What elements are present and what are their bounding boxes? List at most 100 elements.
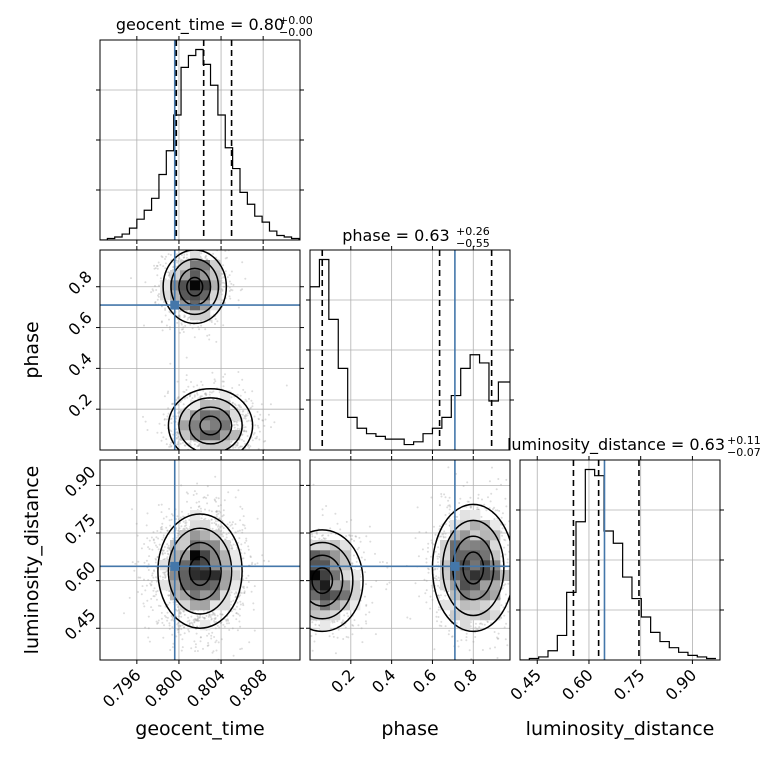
scatter-point [211,522,213,524]
scatter-point [167,392,169,394]
scatter-point [136,523,138,525]
scatter-point [144,589,146,591]
scatter-point [177,443,179,445]
scatter-point [159,544,161,546]
scatter-point [226,537,228,539]
scatter-point [187,493,189,495]
scatter-point [178,257,180,259]
scatter-point [162,572,164,574]
scatter-point [236,445,238,447]
scatter-point [161,504,163,506]
scatter-point [210,616,212,618]
scatter-point [218,497,220,499]
scatter-point [211,319,213,321]
scatter-point [231,441,233,443]
scatter-point [214,380,216,382]
scatter-point [234,608,236,610]
scatter-point [158,262,160,264]
scatter-point [186,389,188,391]
scatter-point [165,262,167,264]
scatter-point [168,595,170,597]
scatter-point [223,286,225,288]
scatter-point [192,397,194,399]
scatter-point [160,528,162,530]
scatter-point [246,420,248,422]
scatter-point [223,532,225,534]
scatter-point [154,285,156,287]
scatter-point [240,289,242,291]
scatter-point [246,586,248,588]
scatter-point [256,437,258,439]
scatter-point [158,296,160,298]
scatter-point [179,310,181,312]
scatter-point [162,637,164,639]
scatter-point [252,439,254,441]
scatter-point [217,625,219,627]
scatter-point [147,512,149,514]
scatter-point [154,268,156,270]
scatter-point [216,650,218,652]
scatter-point [177,530,179,532]
grid-panel-1 [310,250,510,450]
scatter-point [186,357,188,359]
scatter-point [248,398,250,400]
scatter-point [167,604,169,606]
scatter-point [214,614,216,616]
scatter-point [182,391,184,393]
scatter-point [168,508,170,510]
scatter-point [201,517,203,519]
scatter-point [215,497,217,499]
scatter-point [196,502,198,504]
scatter-point [245,418,247,420]
scatter-point [161,539,163,541]
scatter-point [232,600,234,602]
scatter-point [243,430,245,432]
scatter-point [183,403,185,405]
scatter-point [147,429,149,431]
scatter-point [151,581,153,583]
scatter-point [229,298,231,300]
scatter-point [187,629,189,631]
scatter-point [261,554,263,556]
scatter-point [180,616,182,618]
scatter-point [207,494,209,496]
scatter-point [228,629,230,631]
scatter-point [186,397,188,399]
scatter-point [212,391,214,393]
scatter-point [146,600,148,602]
scatter-point [223,385,225,387]
scatter-point [168,622,170,624]
scatter-point [234,446,236,448]
scatter-point [221,277,223,279]
scatter-point [259,414,261,416]
scatter-point [237,489,239,491]
scatter-point [163,301,165,303]
scatter-point [130,277,132,279]
scatter-point [156,432,158,434]
scatter-point [233,544,235,546]
scatter-point [234,424,236,426]
scatter-point [218,627,220,629]
scatter-point [248,444,250,446]
scatter-point [209,614,211,616]
scatter-point [171,615,173,617]
scatter-point [177,397,179,399]
scatter-point [238,406,240,408]
scatter-point [243,440,245,442]
scatter-point [229,281,231,283]
scatter-point [177,381,179,383]
scatter-point [143,605,145,607]
scatter-point [196,493,198,495]
scatter-point [183,257,185,259]
scatter-point [175,399,177,401]
scatter-point [238,404,240,406]
scatter-point [224,499,226,501]
scatter-point [222,624,224,626]
scatter-point [168,253,170,255]
scatter-point [265,419,267,421]
scatter-point [227,491,229,493]
scatter-point [179,332,181,334]
scatter-point [156,581,158,583]
scatter-point [207,485,209,487]
scatter-point [200,640,202,642]
